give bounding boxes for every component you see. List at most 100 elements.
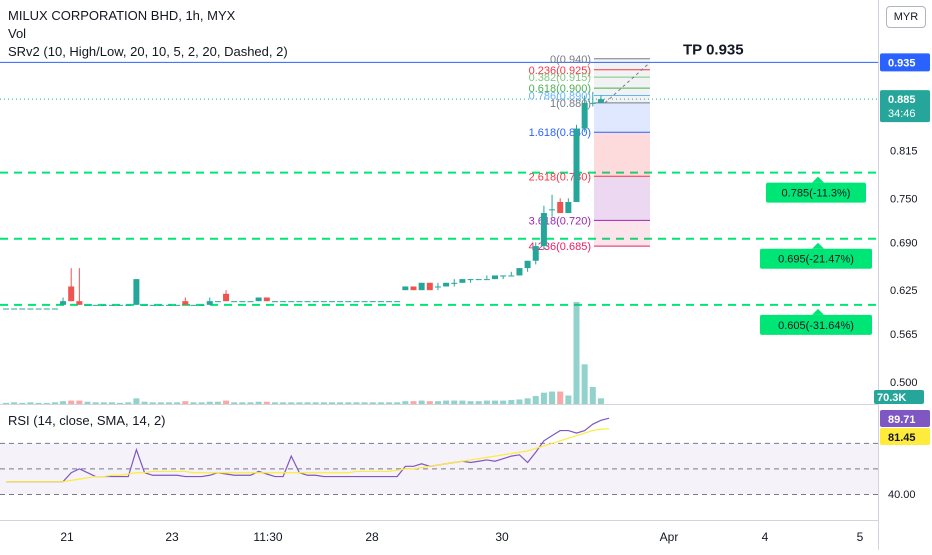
fib-label: 0.786(0.890) [529,90,591,102]
candle-body [35,308,42,310]
volume-bar [320,402,327,404]
volume-bar [3,402,9,404]
volume-bar [345,402,352,404]
target-badge [760,248,872,269]
candle-body [239,301,246,303]
volume-bar [263,401,270,404]
target-badge-pointer [812,176,824,183]
volume-bar [60,401,67,404]
candle-body [296,301,303,303]
candle-body [51,308,58,310]
volume-bar [280,402,287,404]
tp-label: TP 0.935 [683,41,744,58]
candle-body [426,282,433,291]
candle-body [402,286,409,291]
currency-button[interactable]: MYR [886,6,926,28]
volume-bar [443,400,450,404]
x-axis-label: 30 [495,530,509,544]
volume-bar [182,401,189,404]
candle-body [312,301,319,303]
candle-body [206,301,213,305]
volume-bar [312,402,319,404]
candle-body [84,304,91,306]
fib-band [594,102,650,133]
candle-body [182,301,189,305]
candle-body [60,301,67,305]
tp-price-badge-text: 0.935 [888,57,916,69]
candle-body [198,304,205,306]
candle-body [524,260,531,269]
volume-bar [11,402,18,404]
volume-bar [271,402,278,404]
fib-label: 3.618(0.720) [529,215,591,227]
fib-label: 2.618(0.780) [529,171,591,183]
volume-bar [426,401,433,404]
volume-bar [451,400,458,404]
candle-body [190,304,197,306]
candle-body [337,301,344,303]
candle-body [304,301,311,303]
volume-badge-text: 70.3K [877,392,906,404]
candle-body [174,304,181,306]
volume-bar [459,400,466,404]
candle-body [100,304,107,306]
volume-bar [353,402,360,404]
target-badge-text: 0.695(-21.47%) [778,254,854,266]
price-tick-label: 0.690 [890,237,918,249]
volume-bar [394,402,401,404]
price-tick-label: 0.500 [890,377,918,389]
candle-body [19,308,26,310]
current-price-text: 0.885 [888,94,916,106]
candle-body [581,102,588,129]
price-tick-label: 0.625 [890,285,918,297]
tp-price-badge [880,53,930,72]
volume-bar [174,402,181,404]
candle-body [157,304,164,306]
volume-indicator-label[interactable]: Vol [8,26,27,41]
volume-bar [369,402,376,404]
fib-label: 1.618(0.840) [529,127,591,139]
volume-bar [19,402,26,404]
candle-body [394,301,401,303]
candle-body [410,286,417,291]
candle-body [418,282,425,291]
candle-body [92,304,99,306]
target-badge-pointer [812,242,824,249]
volume-badge [874,390,924,404]
candle-body [345,301,352,303]
candle-body [361,301,368,303]
countdown-text: 34:46 [888,108,916,120]
fib-label: 0(0.940) [550,54,591,66]
volume-bar [231,402,238,404]
rsi-axis-label: 40.00 [888,489,916,501]
current-price-badge [880,90,930,123]
x-axis-label: Apr [660,530,679,544]
volume-bar [500,400,507,404]
volume-bar [223,400,230,404]
volume-bar [166,402,172,404]
volume-bar [206,401,213,404]
target-badge [760,314,872,335]
candle-body [76,301,83,305]
candle-body [467,279,474,281]
volume-bar [108,402,115,404]
fib-trend-line [604,62,651,104]
candle-body [573,128,580,202]
price-tick-label: 0.815 [890,146,918,158]
x-axis-label: 4 [762,530,769,544]
srv2-indicator-label[interactable]: SRv2 (10, High/Low, 20, 10, 5, 2, 20, Da… [8,44,288,59]
candle-body [231,301,238,303]
volume-bar [589,387,596,404]
fib-label: 0.382(0.915) [529,72,591,84]
candle-body [320,301,327,303]
candle-body [125,304,132,306]
rsi-indicator-label[interactable]: RSI (14, close, SMA, 14, 2) [8,413,166,428]
volume-bar [125,402,132,404]
target-badge-text: 0.785(-11.3%) [782,188,851,200]
target-badge [766,182,866,203]
candle-body [133,279,140,305]
fib-label: 1(0.880) [550,98,591,110]
volume-bar [597,398,604,404]
volume-bar [329,402,335,404]
